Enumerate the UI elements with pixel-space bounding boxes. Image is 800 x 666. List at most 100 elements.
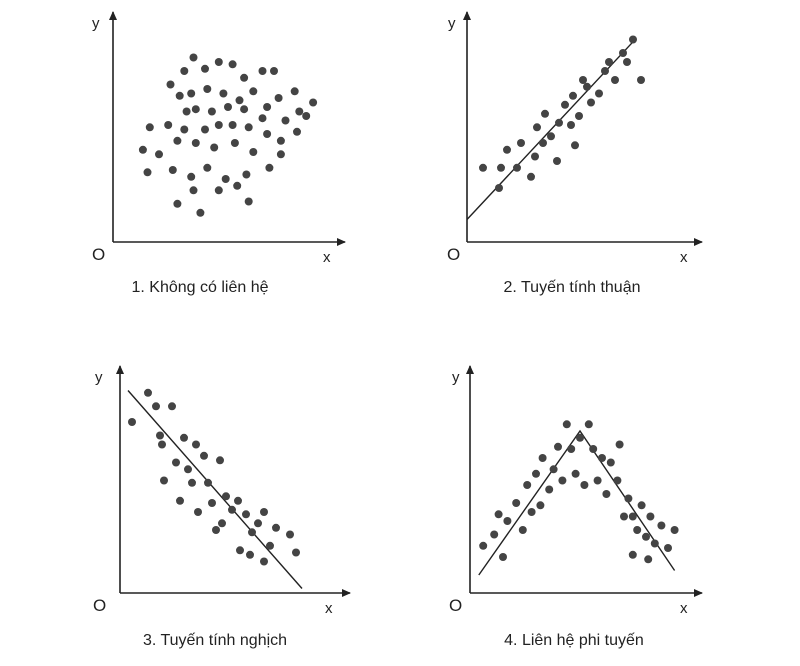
data-point: [246, 550, 254, 559]
data-point: [567, 445, 576, 453]
data-point: [160, 476, 168, 485]
data-point: [138, 145, 147, 154]
data-point: [615, 440, 624, 449]
data-point: [144, 388, 152, 397]
trend-line: [127, 390, 303, 589]
y-axis-label: y: [95, 369, 103, 386]
data-point: [595, 89, 603, 98]
x-axis-label: x: [323, 249, 331, 266]
data-point: [605, 58, 613, 66]
origin-label: O: [449, 596, 462, 615]
data-point: [260, 557, 268, 566]
data-point: [569, 91, 577, 100]
data-point: [629, 35, 637, 44]
data-point: [191, 139, 200, 147]
data-point: [598, 454, 606, 462]
data-point: [219, 89, 228, 98]
data-point: [192, 440, 200, 449]
data-point: [189, 186, 198, 195]
panel-negative-linear: y x O 3. Tuyến tính nghịch: [93, 365, 351, 649]
data-point: [194, 508, 202, 516]
data-point: [633, 526, 642, 534]
data-point: [216, 456, 224, 465]
panel-caption: 4. Liên hệ phi tuyến: [504, 632, 644, 649]
data-point: [601, 67, 609, 75]
data-point: [274, 94, 283, 102]
data-point: [602, 490, 611, 498]
data-point: [613, 476, 622, 485]
x-axis-label: x: [680, 600, 688, 617]
data-point: [567, 121, 575, 129]
data-point: [173, 136, 182, 145]
data-point: [545, 485, 554, 494]
data-point: [571, 469, 580, 478]
data-point: [611, 76, 619, 84]
origin-label: O: [93, 596, 106, 615]
panel-caption: 1. Không có liên hệ: [132, 279, 269, 296]
data-point: [302, 112, 311, 120]
data-point: [145, 123, 154, 132]
data-point: [166, 80, 175, 89]
data-point: [235, 96, 244, 105]
data-point: [538, 454, 547, 462]
data-point: [593, 476, 602, 485]
data-point: [168, 402, 176, 411]
data-point: [175, 91, 184, 100]
data-point: [637, 76, 645, 84]
panel-caption: 2. Tuyến tính thuận: [504, 279, 641, 296]
points-layer: [479, 420, 679, 564]
data-point: [263, 103, 272, 111]
data-point: [290, 87, 299, 96]
data-point: [188, 478, 196, 487]
data-point: [562, 420, 571, 429]
x-axis-label: x: [325, 600, 333, 617]
data-point: [180, 433, 188, 442]
trend-line: [466, 41, 634, 220]
data-point: [228, 121, 237, 129]
data-point: [624, 494, 633, 503]
data-point: [156, 431, 164, 440]
panel-no-relation: y x O 1. Không có liên hệ: [92, 11, 346, 296]
data-point: [541, 109, 549, 118]
data-point: [187, 172, 196, 181]
data-point: [265, 163, 274, 172]
data-point: [240, 105, 249, 114]
data-point: [214, 186, 223, 195]
data-point: [222, 492, 230, 501]
data-point: [539, 139, 547, 147]
trend-line: [478, 429, 676, 576]
data-point: [536, 501, 545, 510]
data-point: [212, 526, 220, 534]
data-point: [295, 107, 304, 116]
data-point: [503, 145, 511, 154]
data-point: [549, 465, 558, 474]
data-point: [270, 67, 278, 75]
trend-layer: [478, 429, 676, 576]
data-point: [276, 136, 285, 145]
data-point: [218, 519, 226, 528]
data-point: [196, 208, 205, 217]
data-point: [203, 85, 212, 93]
data-point: [555, 118, 563, 127]
data-point: [584, 420, 593, 429]
data-point: [152, 402, 160, 411]
data-point: [203, 163, 212, 172]
data-point: [242, 510, 250, 519]
data-point: [204, 478, 212, 487]
data-point: [233, 181, 242, 190]
data-point: [249, 148, 258, 156]
data-point: [532, 469, 540, 478]
data-point: [286, 530, 294, 539]
data-point: [191, 105, 200, 114]
data-point: [184, 465, 192, 474]
data-point: [523, 481, 532, 489]
data-point: [479, 541, 488, 550]
data-point: [479, 163, 487, 172]
data-point: [646, 512, 655, 521]
data-point: [260, 508, 268, 516]
data-point: [180, 67, 189, 75]
data-point: [644, 555, 653, 564]
data-point: [664, 544, 672, 552]
points-layer: [138, 53, 318, 217]
data-point: [230, 139, 239, 147]
